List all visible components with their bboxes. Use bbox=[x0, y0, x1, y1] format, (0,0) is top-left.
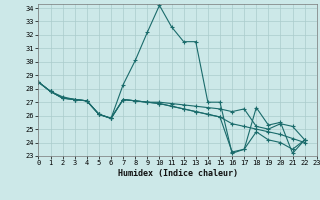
X-axis label: Humidex (Indice chaleur): Humidex (Indice chaleur) bbox=[118, 169, 238, 178]
